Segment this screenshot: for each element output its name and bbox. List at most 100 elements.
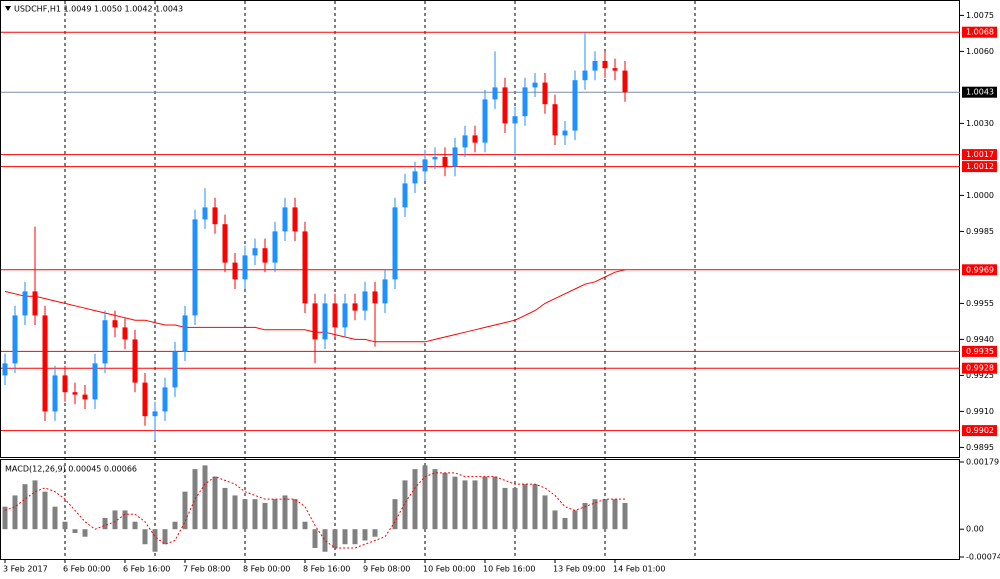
macd-bar [482,476,488,530]
macd-y-tick-label: 0.00 [966,525,984,534]
current-price-label: 1.0043 [966,88,994,97]
candle-body [322,303,328,340]
macd-bar [242,499,248,530]
candle-body [82,394,88,400]
time-grid [64,1,696,559]
level-label-box [962,362,997,374]
macd-bar [282,495,288,530]
x-tick-label: 3 Feb 2017 [3,565,48,574]
candle-body [332,303,338,328]
y-tick-label: 0.9955 [966,299,994,308]
y-tick-label: 1.0075 [966,11,994,20]
macd-bar [462,480,468,530]
x-tick-label: 7 Feb 08:00 [183,565,230,574]
y-tick-label: 0.9895 [966,443,994,452]
macd-bar [582,502,588,530]
macd-bar [392,499,398,530]
level-label: 1.0017 [966,150,994,159]
candle-body [102,320,108,364]
candle-body [442,157,448,167]
candle-body [272,231,278,263]
y-tick-label: 0.9910 [966,407,994,416]
candle-body [212,207,218,225]
x-tick-label: 6 Feb 16:00 [123,565,170,574]
candle-body [182,315,188,352]
candle-body [532,82,538,88]
y-tick-label: 1.0000 [966,191,994,200]
macd-bar [522,484,528,530]
y-tick-label: 0.9925 [966,371,994,380]
macd-bar [432,469,438,530]
candle-body [422,159,428,172]
macd-y-tick-label: -0.00074 [966,553,1000,562]
level-label-box [962,264,997,276]
macd-bar [122,510,128,530]
y-tick-label: 0.9940 [966,335,994,344]
macd-bar [272,499,278,530]
candle-body [42,315,48,412]
level-label: 1.0068 [966,28,994,37]
macd-bar [102,517,108,530]
candle-body [2,363,8,376]
candle-body [432,157,438,160]
level-label: 0.9928 [966,364,994,373]
macd-bar [332,529,338,548]
chart-title: USDCHF,H1 1.0049 1.0050 1.0042 1.0043 [14,5,183,14]
level-label-box [962,345,997,357]
x-tick-label: 10 Feb 00:00 [423,565,475,574]
macd-bar [202,465,208,530]
menu-arrow[interactable] [5,6,11,11]
macd-bar [312,529,318,548]
candle-body [392,207,398,280]
candle-body [462,135,468,148]
macd-bar [602,499,608,530]
macd-title: MACD(12,26,9) 0.00045 0.00066 [5,465,137,474]
candle-body [122,327,128,340]
main-panel [0,0,960,458]
candle-body [622,70,628,93]
macd-bar [622,502,628,530]
candle-body [72,392,78,395]
candle-body [552,104,558,136]
candle-body [602,61,608,69]
level-label: 1.0012 [966,162,994,171]
candle-body [242,255,248,280]
candle-body [612,68,618,71]
macd-bar [562,517,568,530]
candle-body [302,231,308,304]
macd-bar [412,469,418,530]
macd-bar [492,476,498,530]
macd-bar [2,506,8,530]
macd-bar [612,499,618,530]
macd-bar [542,495,548,530]
macd-bar [32,480,38,530]
macd-bar [422,465,428,530]
candle-body [582,70,588,81]
candle-body [192,219,198,316]
candle-body [252,248,258,256]
macd-bar [232,495,238,530]
macd-bar [182,491,188,530]
x-tick-label: 10 Feb 16:00 [483,565,535,574]
macd-bar [152,529,158,552]
candle-body [132,339,138,383]
candle-body [292,207,298,232]
macd-bar [322,529,328,552]
candle-body [262,248,268,263]
macd-bar [532,484,538,530]
candle-body [162,387,168,412]
x-tick-label: 6 Feb 00:00 [63,565,110,574]
candle-body [202,207,208,220]
macd-bar [302,521,308,530]
macd-bar [132,521,138,530]
macd-bar [502,487,508,530]
level-label-box [962,149,997,161]
y-tick-label: 1.0060 [966,47,994,56]
candle-body [312,303,318,340]
macd-bar [362,529,368,541]
x-tick-label: 13 Feb 09:00 [553,565,605,574]
level-label: 0.9902 [966,426,994,435]
macd-panel [0,459,960,560]
level-label-box [962,26,997,38]
